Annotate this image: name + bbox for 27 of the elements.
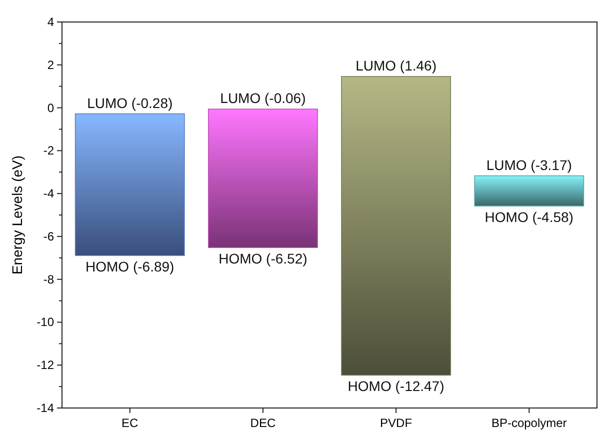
annotation: HOMO (-12.47)	[348, 378, 444, 394]
y-tick-label: 0	[47, 100, 54, 115]
y-axis-title: Energy Levels (eV)	[9, 155, 25, 275]
bar	[341, 76, 452, 376]
y-tick-label: -12	[36, 358, 54, 372]
y-tick-label: -4	[43, 186, 54, 201]
x-tick-label: EC	[122, 416, 139, 430]
annotation: LUMO (-0.06)	[220, 90, 306, 106]
x-tick-label: PVDF	[380, 416, 412, 430]
annotation: LUMO (-3.17)	[486, 156, 572, 173]
annotation: HOMO (-4.58)	[484, 208, 574, 225]
annotation: HOMO (-6.52)	[218, 250, 308, 267]
y-tick-label: -6	[43, 229, 54, 244]
y-tick-label: -8	[43, 272, 54, 286]
annotation: HOMO (-6.89)	[86, 258, 174, 275]
y-tick-label: -10	[36, 315, 54, 330]
annotation: LUMO (-0.28)	[87, 94, 173, 111]
bar	[474, 175, 584, 206]
y-tick-label: 4	[47, 15, 54, 29]
y-tick-label: -14	[36, 401, 54, 415]
bar	[208, 108, 318, 248]
x-tick-label: DEC	[250, 416, 276, 430]
bar	[74, 113, 185, 256]
x-tick-label: BP-copolymer	[491, 416, 567, 430]
annotation: LUMO (1.46)	[356, 57, 437, 74]
y-tick-label: 2	[47, 58, 54, 72]
y-tick-label: -2	[43, 144, 54, 158]
